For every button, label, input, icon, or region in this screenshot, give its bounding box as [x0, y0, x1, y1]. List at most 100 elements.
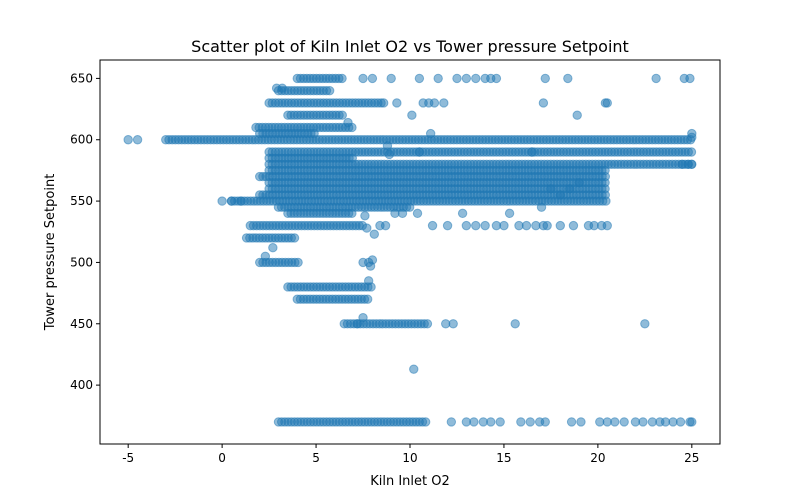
- data-point: [420, 417, 431, 427]
- data-point: [352, 319, 363, 329]
- data-point: [362, 294, 373, 304]
- data-point: [687, 417, 697, 427]
- data-point: [540, 73, 550, 84]
- data-point: [397, 208, 408, 219]
- data-point: [446, 417, 457, 427]
- data-point: [536, 202, 547, 212]
- data-point: [293, 257, 303, 268]
- data-point: [289, 233, 300, 243]
- data-point: [469, 417, 479, 427]
- y-axis-label: Tower pressure Setpoint: [43, 174, 58, 332]
- data-point: [572, 110, 582, 120]
- data-point: [538, 98, 549, 108]
- data-point: [384, 149, 395, 160]
- data-point: [563, 73, 573, 84]
- x-tick-label: 10: [402, 451, 417, 465]
- data-point: [685, 73, 695, 84]
- data-point: [358, 312, 368, 323]
- data-point: [576, 417, 586, 427]
- data-point: [132, 135, 143, 145]
- data-point: [504, 208, 515, 219]
- data-point: [324, 85, 335, 96]
- y-tick-label: 600: [70, 133, 93, 147]
- data-point: [414, 147, 425, 157]
- data-point: [425, 128, 436, 139]
- data-point: [610, 417, 620, 427]
- chart-title: Scatter plot of Kiln Inlet O2 vs Tower p…: [191, 37, 629, 56]
- x-tick-label: -5: [122, 451, 134, 465]
- x-tick-label: 15: [496, 451, 511, 465]
- data-point: [236, 196, 246, 206]
- data-point: [542, 220, 552, 231]
- data-point: [495, 417, 505, 427]
- data-point: [675, 417, 686, 427]
- data-point: [369, 229, 379, 239]
- data-point: [363, 276, 374, 286]
- data-point: [414, 73, 425, 84]
- data-point: [363, 257, 374, 268]
- data-point: [510, 319, 520, 329]
- data-point: [486, 417, 496, 427]
- data-point: [651, 73, 661, 84]
- data-point: [566, 417, 577, 427]
- data-point: [491, 73, 502, 84]
- x-tick-label: 5: [312, 451, 320, 465]
- data-point: [337, 73, 347, 84]
- data-point: [574, 177, 584, 188]
- data-point: [521, 220, 532, 231]
- y-tick-label: 500: [70, 255, 93, 269]
- data-point: [555, 220, 565, 231]
- data-point: [638, 417, 648, 427]
- data-point: [429, 98, 440, 108]
- x-tick-label: 25: [684, 451, 699, 465]
- x-tick-label: 20: [590, 451, 605, 465]
- data-point: [471, 73, 481, 84]
- data-point: [367, 73, 378, 84]
- data-point: [546, 184, 556, 194]
- data-point: [226, 196, 237, 206]
- data-point: [343, 117, 353, 128]
- data-point: [565, 184, 575, 194]
- data-point: [260, 251, 271, 261]
- data-point: [407, 110, 417, 120]
- data-point: [380, 220, 391, 231]
- y-axis-ticks: 400 450 500 550 600 650: [70, 71, 100, 392]
- data-point: [379, 98, 389, 108]
- data-point: [452, 73, 462, 84]
- data-point: [602, 98, 612, 108]
- data-point: [427, 220, 438, 231]
- data-point: [404, 202, 415, 212]
- data-point: [433, 73, 443, 84]
- data-point: [362, 223, 372, 233]
- data-point: [601, 196, 611, 206]
- data-point: [540, 417, 550, 427]
- data-point: [471, 220, 481, 231]
- data-point: [386, 73, 396, 84]
- data-point: [480, 220, 490, 231]
- data-point: [525, 417, 535, 427]
- data-point: [409, 364, 419, 374]
- data-point: [555, 190, 565, 200]
- data-point: [337, 110, 347, 120]
- data-point: [687, 132, 697, 142]
- data-point: [640, 319, 650, 329]
- data-point: [123, 135, 133, 145]
- data-point: [442, 220, 453, 231]
- y-tick-label: 650: [70, 71, 93, 85]
- data-point: [499, 220, 509, 231]
- data-point: [461, 220, 472, 231]
- data-point: [360, 211, 370, 221]
- data-point: [358, 73, 368, 84]
- points-layer: [123, 73, 697, 427]
- data-point: [568, 220, 579, 231]
- data-point: [439, 98, 449, 108]
- data-point: [412, 208, 423, 219]
- data-point: [457, 208, 468, 219]
- data-point: [461, 73, 472, 84]
- data-point: [217, 196, 227, 206]
- data-point: [347, 208, 357, 219]
- data-point: [277, 83, 287, 93]
- x-axis-label: Kiln Inlet O2: [370, 474, 450, 489]
